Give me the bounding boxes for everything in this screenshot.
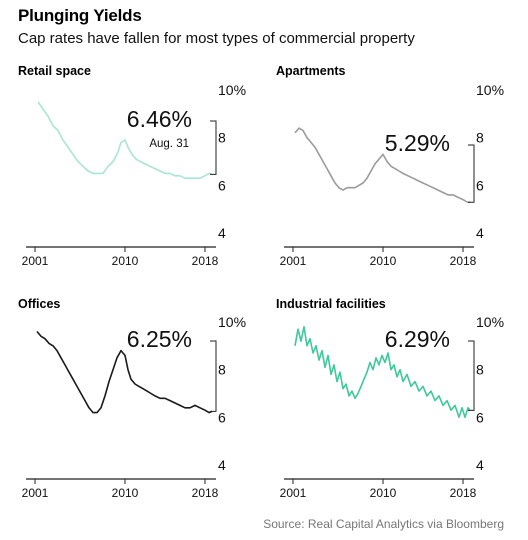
y-tick-label: 6 <box>218 409 226 425</box>
series-line <box>294 127 471 204</box>
series-line <box>36 330 213 414</box>
chart-panel: Industrial facilities 10% 8 6 4 2001 2010 2018 6… <box>276 297 504 500</box>
x-tick-label: 2010 <box>370 486 397 500</box>
y-tick-label: 10% <box>218 314 246 330</box>
x-tick-label: 2010 <box>112 486 139 500</box>
panel-title: Retail space <box>18 64 91 78</box>
chart-panel: Offices 10% 8 6 4 2001 2010 2018 6.25% <box>18 297 246 500</box>
y-tick-label: 4 <box>218 225 226 241</box>
y-tick-label: 10% <box>476 314 504 330</box>
y-tick-label: 8 <box>218 130 226 146</box>
x-tick-label: 2018 <box>192 486 219 500</box>
x-tick-label: 2010 <box>370 254 397 268</box>
y-tick-label: 6 <box>476 409 484 425</box>
y-tick-label: 4 <box>218 457 226 473</box>
y-tick-label: 4 <box>476 457 484 473</box>
x-tick-label: 2001 <box>280 486 307 500</box>
panel-title: Offices <box>18 297 60 311</box>
callout-date: Aug. 31 <box>149 138 189 150</box>
callout-value: 6.25% <box>127 326 192 352</box>
panel-title: Industrial facilities <box>276 297 386 311</box>
y-tick-label: 10% <box>476 82 504 98</box>
x-tick-label: 2018 <box>450 254 477 268</box>
callout-value: 5.29% <box>385 130 450 156</box>
callout-bracket <box>468 340 475 411</box>
series-line <box>37 101 213 179</box>
callout-bracket <box>210 120 217 175</box>
callout-bracket <box>210 340 217 412</box>
chart-subtitle: Cap rates have fallen for most types of … <box>18 30 415 47</box>
chart-title: Plunging Yields <box>18 6 142 25</box>
x-tick-label: 2001 <box>22 486 49 500</box>
callout-bracket <box>468 144 475 203</box>
source-note: Source: Real Capital Analytics via Bloom… <box>263 517 504 531</box>
y-tick-label: 8 <box>218 362 226 378</box>
x-tick-label: 2010 <box>112 254 139 268</box>
y-tick-label: 6 <box>476 177 484 193</box>
y-tick-label: 10% <box>218 82 246 98</box>
callout-value: 6.29% <box>385 326 450 352</box>
x-tick-label: 2001 <box>280 254 307 268</box>
chart-panel: Apartments 10% 8 6 4 2001 2010 2018 5.29% <box>276 64 504 268</box>
y-tick-label: 8 <box>476 130 484 146</box>
x-tick-label: 2001 <box>22 254 49 268</box>
x-tick-label: 2018 <box>192 254 219 268</box>
y-tick-label: 4 <box>476 225 484 241</box>
panel-title: Apartments <box>276 64 346 78</box>
series-line <box>294 325 471 419</box>
x-tick-label: 2018 <box>450 486 477 500</box>
callout-value: 6.46% <box>127 106 192 132</box>
chart-panel: Retail space 10% 8 6 4 2001 2010 2018 6.46% Aug. … <box>18 64 246 268</box>
y-tick-label: 6 <box>218 177 226 193</box>
y-tick-label: 8 <box>476 362 484 378</box>
